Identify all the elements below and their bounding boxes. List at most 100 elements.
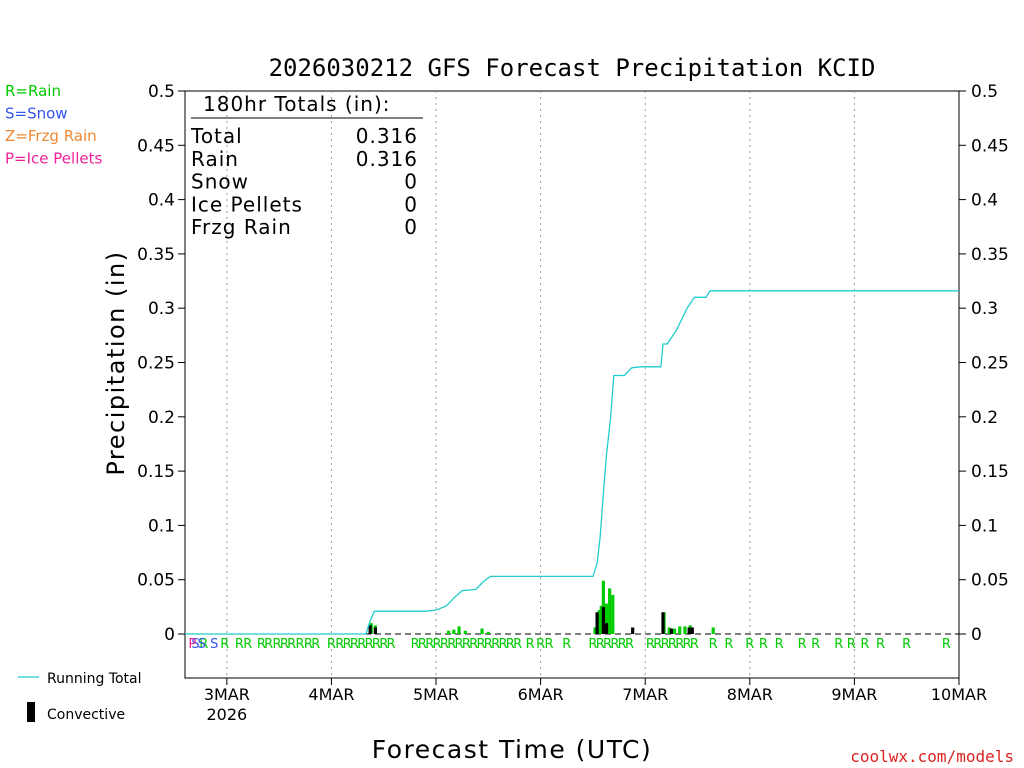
convective-bar	[601, 606, 605, 634]
marker-r: R	[273, 637, 282, 652]
marker-r: R	[942, 637, 951, 652]
convective-bar	[368, 625, 372, 634]
y-tick-label-left: 0.4	[148, 191, 175, 211]
rain-bar	[711, 627, 715, 634]
marker-r: R	[476, 637, 485, 652]
running-total-legend-label: Running Total	[47, 671, 142, 687]
y-tick-label-left: 0.2	[148, 408, 175, 428]
marker-r: R	[296, 637, 305, 652]
y-tick-label-right: 0.1	[971, 516, 998, 536]
marker-r: R	[365, 637, 374, 652]
marker-r: R	[264, 637, 273, 652]
convective-bar	[661, 612, 665, 634]
marker-r: R	[199, 637, 208, 652]
marker-r: R	[902, 637, 911, 652]
y-tick-label-left: 0.35	[137, 245, 175, 265]
marker-r: R	[745, 637, 754, 652]
y-tick-label-right: 0.35	[971, 245, 1009, 265]
marker-r: R	[469, 637, 478, 652]
marker-r: R	[596, 637, 605, 652]
x-tick-label: 3MAR	[204, 685, 250, 704]
marker-r: R	[433, 637, 442, 652]
marker-r: R	[724, 637, 733, 652]
rain-bar	[463, 630, 467, 634]
marker-r: R	[379, 637, 388, 652]
marker-s: S	[210, 637, 218, 652]
y-tick-label-left: 0.05	[137, 571, 175, 591]
totals-row-label: Ice Pellets	[191, 192, 303, 216]
marker-r: R	[491, 637, 500, 652]
y-tick-label-left: 0.3	[148, 299, 175, 319]
marker-r: R	[625, 637, 634, 652]
y-tick-label-right: 0.5	[971, 82, 998, 102]
marker-r: R	[506, 637, 515, 652]
marker-r: R	[440, 637, 449, 652]
marker-r: R	[280, 637, 289, 652]
totals-row-label: Snow	[191, 170, 249, 194]
y-tick-label-left: 0	[164, 625, 175, 645]
rain-bar	[446, 630, 451, 634]
marker-r: R	[709, 637, 718, 652]
y-tick-label-right: 0.3	[971, 299, 998, 319]
y-tick-label-left: 0.5	[148, 82, 175, 102]
rain-bar	[667, 627, 671, 634]
convective-legend-label: Convective	[47, 707, 125, 723]
totals-row-label: Frzg Rain	[191, 215, 292, 239]
y-tick-label-right: 0.25	[971, 354, 1009, 374]
y-tick-label-right: 0.15	[971, 462, 1009, 482]
marker-r: R	[327, 637, 336, 652]
convective-swatch	[27, 702, 35, 722]
y-tick-label-right: 0.45	[971, 136, 1009, 156]
rain-bar	[683, 626, 687, 634]
marker-r: R	[588, 637, 597, 652]
totals-row-value: 0.316	[356, 147, 418, 171]
y-axis-right: 0 0.05 0.1 0.15 0.2 0.25 0.3 0.35 0.4 0.45 0.5	[959, 82, 1009, 645]
convective-bar	[687, 627, 691, 634]
marker-r: R	[683, 637, 692, 652]
y-axis-label: Precipitation (in)	[102, 250, 130, 475]
totals-box: 180hr Totals (in): Total 0.316 Rain 0.316 Sn…	[190, 92, 423, 239]
rain-bar	[593, 627, 597, 634]
marker-s: S	[198, 637, 206, 652]
totals-row-value: 0.316	[356, 124, 418, 148]
marker-r: R	[690, 637, 699, 652]
marker-r: R	[513, 637, 522, 652]
marker-r: R	[462, 637, 471, 652]
convective-bar	[631, 627, 635, 634]
marker-r: R	[418, 637, 427, 652]
marker-r: R	[335, 637, 344, 652]
marker-r: R	[661, 637, 670, 652]
marker-r: R	[350, 637, 359, 652]
marker-r: R	[455, 637, 464, 652]
totals-row-value: 0	[404, 192, 418, 216]
marker-r: R	[562, 637, 571, 652]
convective-bar	[690, 627, 694, 634]
precip-type-legend: R=Rain S=Snow Z=Frzg Rain P=Ice Pellets	[5, 82, 102, 168]
y-tick-label-left: 0.15	[137, 462, 175, 482]
marker-r: R	[235, 637, 244, 652]
rain-bar	[486, 631, 490, 634]
x-tick-label: 10MAR	[931, 685, 987, 704]
y-tick-label-right: 0	[971, 625, 982, 645]
marker-r: R	[311, 637, 320, 652]
marker-r: R	[411, 637, 420, 652]
marker-r: R	[425, 637, 434, 652]
marker-r: R	[387, 637, 396, 652]
marker-r: R	[220, 637, 229, 652]
marker-r: R	[847, 637, 856, 652]
marker-r: R	[811, 637, 820, 652]
convective-bar	[669, 628, 673, 634]
vertical-gridlines	[226, 91, 855, 678]
marker-r: R	[544, 637, 553, 652]
legend-type-r: R=Rain	[5, 82, 61, 100]
marker-r: R	[653, 637, 662, 652]
marker-r: R	[447, 637, 456, 652]
y-tick-label-right: 0.05	[971, 571, 1009, 591]
running-total-line	[185, 290, 959, 635]
x-tick-label: 4MAR	[308, 685, 354, 704]
marker-r: R	[798, 637, 807, 652]
marker-r: R	[536, 637, 545, 652]
